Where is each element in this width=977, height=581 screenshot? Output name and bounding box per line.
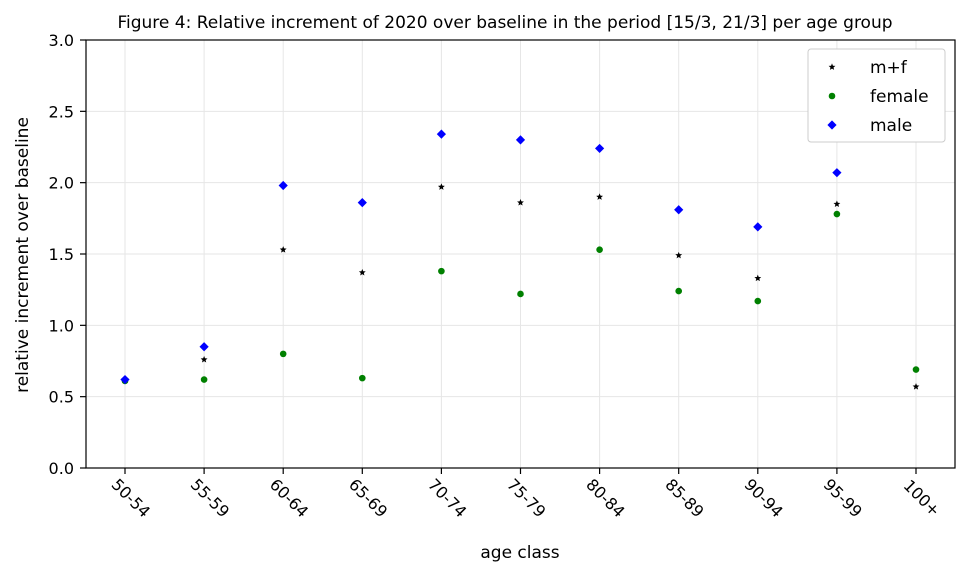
x-tick-label: 100+ — [900, 476, 945, 521]
legend: m+f female male — [807, 48, 946, 143]
x-tick-label: 80-84 — [582, 475, 628, 521]
data-point — [278, 180, 288, 191]
y-tick-label: 1.0 — [49, 316, 74, 335]
data-point — [595, 143, 605, 154]
data-point — [438, 267, 445, 275]
y-tick-label: 2.0 — [49, 174, 74, 193]
legend-label: m+f — [870, 58, 908, 78]
y-tick-label: 3.0 — [49, 31, 74, 50]
data-point — [754, 274, 762, 282]
data-point — [517, 290, 524, 298]
x-tick-label: 65-69 — [345, 475, 391, 521]
x-axis-title: age class — [480, 543, 559, 563]
data-point — [833, 210, 841, 218]
chart-title: Figure 4: Relative increment of 2020 ove… — [117, 13, 892, 33]
data-point — [437, 183, 445, 190]
data-point — [436, 129, 446, 139]
data-point — [359, 374, 366, 382]
x-tick-label: 75-79 — [503, 475, 549, 521]
data-point — [279, 246, 287, 253]
data-point — [517, 199, 524, 206]
legend-label: male — [870, 116, 912, 136]
y-tick-label: 2.5 — [49, 102, 74, 121]
data-point — [833, 200, 841, 207]
points-layer — [120, 129, 920, 390]
data-point — [753, 222, 763, 232]
data-point — [912, 366, 920, 373]
x-tick-label: 95-99 — [820, 475, 866, 521]
data-point — [199, 342, 209, 352]
data-point — [754, 297, 762, 305]
data-point — [596, 246, 603, 254]
data-point — [358, 268, 366, 276]
x-tick-label: 50-54 — [108, 475, 154, 521]
data-point — [120, 374, 130, 385]
legend-marker — [827, 120, 837, 130]
y-axis-title: relative increment over baseline — [13, 117, 33, 393]
data-point — [279, 350, 287, 358]
x-tick-label: 90-94 — [741, 475, 787, 521]
x-tick-label: 85-89 — [661, 475, 707, 521]
legend-box — [807, 48, 946, 143]
legend-label: female — [870, 87, 929, 107]
data-point — [357, 198, 367, 208]
data-point — [200, 355, 208, 363]
y-tick-label: 1.5 — [49, 245, 74, 264]
series-female — [121, 210, 920, 385]
series-male — [120, 129, 842, 385]
data-point — [674, 205, 684, 215]
x-tick-label: 55-59 — [187, 475, 233, 521]
legend-marker — [828, 63, 836, 70]
data-point — [515, 135, 526, 145]
x-tick-label: 60-64 — [266, 475, 312, 521]
data-point — [596, 193, 604, 200]
data-point — [200, 376, 208, 383]
data-point — [912, 383, 920, 390]
data-point — [675, 251, 683, 259]
data-point — [675, 287, 682, 295]
data-point — [832, 168, 842, 178]
y-tick-label: 0.5 — [49, 388, 74, 407]
x-tick-label: 70-74 — [424, 475, 470, 521]
legend-marker — [828, 92, 836, 100]
y-tick-label: 0.0 — [49, 459, 74, 478]
